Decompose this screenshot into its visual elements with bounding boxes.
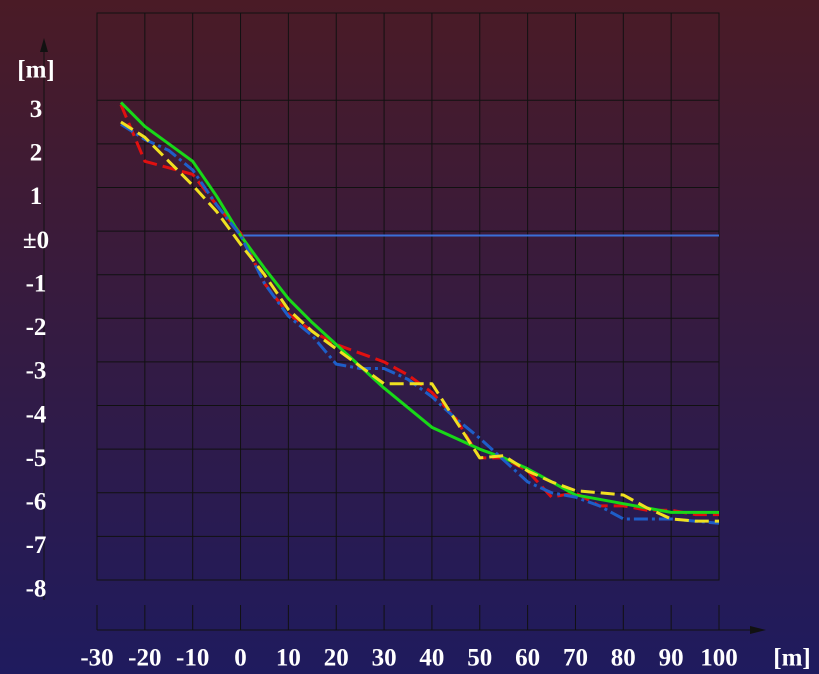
y-tick-label: -7 xyxy=(26,532,47,559)
y-tick-label: -3 xyxy=(26,358,47,385)
x-tick-label: 50 xyxy=(467,645,492,672)
profile-line xyxy=(119,101,719,514)
y-tick-label: -2 xyxy=(26,314,47,341)
y-tick-label: -8 xyxy=(26,576,47,603)
y-tick-label: 2 xyxy=(30,140,43,167)
profile-line xyxy=(120,122,720,525)
y-axis-arrow xyxy=(40,38,48,52)
y-tick-label: -5 xyxy=(26,445,47,472)
y-tick-label: -6 xyxy=(26,489,47,516)
x-tick-label: 100 xyxy=(700,645,738,672)
x-tick-label: 0 xyxy=(234,645,247,672)
y-tick-label: 3 xyxy=(30,96,43,123)
y-axis-label: [m] xyxy=(17,57,54,84)
x-tick-label: -20 xyxy=(128,645,161,672)
x-tick-label: 30 xyxy=(372,645,397,672)
y-tick-label: ±0 xyxy=(23,227,49,254)
y-tick-label: -4 xyxy=(26,401,47,428)
x-tick-label: 60 xyxy=(515,645,540,672)
x-tick-label: 10 xyxy=(276,645,301,672)
x-axis-label: [m] xyxy=(773,645,810,672)
profile-line xyxy=(120,120,719,523)
x-tick-label: -30 xyxy=(80,645,113,672)
x-tick-label: 70 xyxy=(563,645,588,672)
x-tick-label: 20 xyxy=(324,645,349,672)
x-tick-label: 90 xyxy=(659,645,684,672)
x-tick-label: 80 xyxy=(611,645,636,672)
y-tick-label: 1 xyxy=(30,183,43,210)
y-tick-label: -1 xyxy=(26,270,47,297)
x-tick-label: 40 xyxy=(419,645,444,672)
x-axis-arrow xyxy=(750,626,766,634)
x-tick-label: -10 xyxy=(176,645,209,672)
